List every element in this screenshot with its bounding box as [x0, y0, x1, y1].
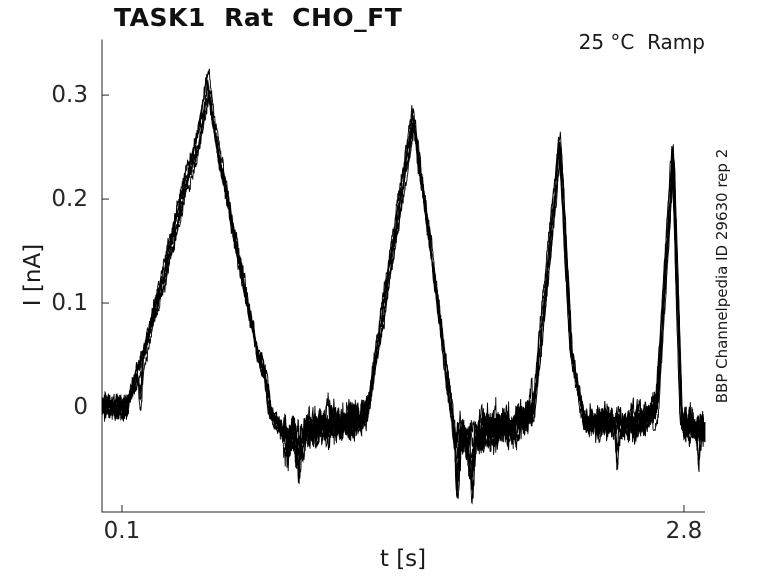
- x-tick-label: 2.8: [665, 518, 703, 544]
- y-tick-label: 0.1: [51, 290, 88, 317]
- y-tick-label: 0.3: [51, 82, 88, 109]
- x-tick-label: 0.1: [103, 518, 141, 544]
- chart-title: TASK1 Rat CHO_FT: [114, 3, 403, 32]
- y-tick-label: 0.2: [51, 186, 88, 213]
- current-sweep-trace: [101, 83, 706, 505]
- current-traces: [101, 68, 706, 505]
- current-sweep-trace: [101, 68, 706, 487]
- current-sweep-trace: [101, 91, 706, 456]
- x-axis-label: t [s]: [379, 546, 427, 572]
- y-tick-label: 0: [73, 393, 88, 420]
- tick-marks: [102, 94, 685, 512]
- condition-annotation: 25 °C Ramp: [578, 30, 705, 54]
